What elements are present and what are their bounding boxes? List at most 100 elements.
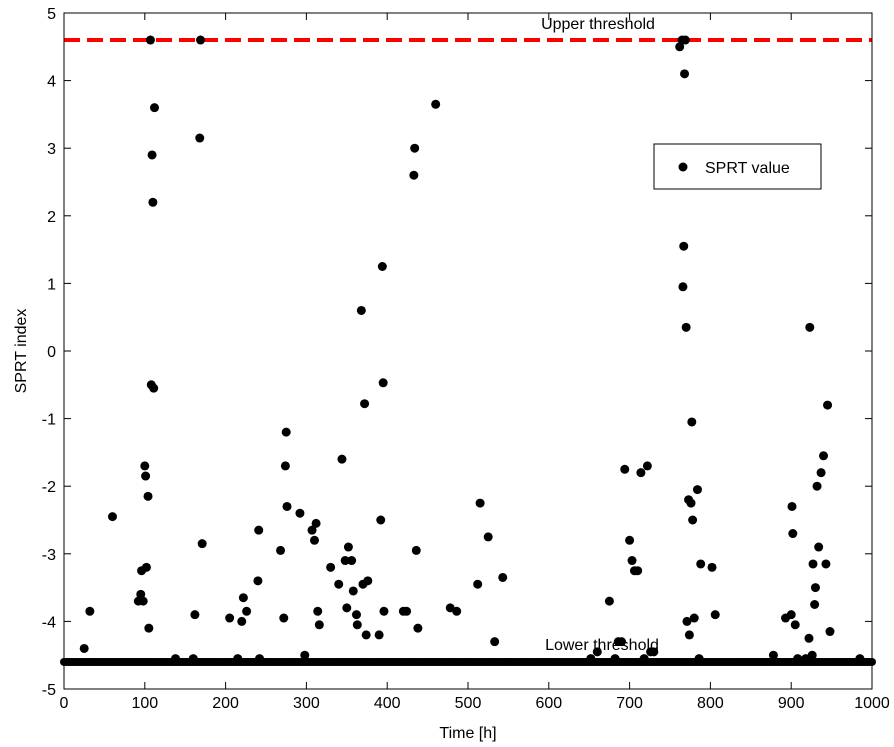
data-point: [253, 576, 263, 586]
legend-entry-sprt-value: SPRT value: [705, 160, 790, 177]
x-axis-title: Time [h]: [439, 725, 496, 742]
data-point: [639, 654, 649, 664]
data-point: [821, 559, 831, 569]
data-point: [149, 383, 159, 393]
data-point: [694, 654, 704, 664]
data-point: [812, 481, 822, 491]
data-point: [679, 241, 689, 251]
tick-labels: 0 100 200 300 400 500 600 700 800 900 1000 -5 -4 -3 -2…: [42, 6, 890, 712]
data-point: [376, 515, 386, 525]
y-tick-label: 2: [47, 209, 56, 226]
data-point: [311, 518, 321, 528]
data-point: [409, 170, 419, 180]
data-point: [147, 150, 157, 160]
data-point: [675, 42, 685, 52]
data-point: [483, 532, 493, 542]
data-point: [148, 197, 158, 207]
data-point: [787, 501, 797, 511]
data-point: [340, 556, 350, 566]
y-tick-label: -3: [42, 547, 56, 564]
y-tick-label: 5: [47, 6, 56, 23]
data-point: [682, 616, 692, 626]
data-point: [281, 427, 291, 437]
data-point: [625, 535, 635, 545]
plot-area: [64, 13, 872, 689]
y-tick-label: -2: [42, 479, 56, 496]
y-tick-label: 4: [47, 74, 56, 91]
data-point: [617, 637, 627, 647]
data-point: [810, 583, 820, 593]
data-point: [377, 262, 387, 271]
data-point: [171, 654, 181, 664]
data-point: [363, 576, 373, 586]
data-point: [768, 650, 778, 660]
data-point: [188, 654, 198, 664]
data-point: [378, 378, 388, 388]
data-point: [610, 654, 620, 664]
y-tick-label: -4: [42, 614, 56, 631]
data-point: [140, 461, 150, 471]
data-point: [790, 620, 800, 630]
data-point: [684, 630, 694, 640]
data-point: [810, 600, 820, 609]
y-tick-label: 3: [47, 141, 56, 158]
data-point: [452, 606, 462, 616]
data-point: [347, 556, 357, 566]
data-point: [689, 613, 699, 623]
data-point: [636, 468, 646, 478]
data-point: [85, 606, 95, 616]
data-point: [279, 613, 289, 623]
data-point: [788, 529, 798, 539]
data-point: [402, 606, 412, 616]
x-tick-label: 900: [778, 695, 805, 712]
data-point: [411, 545, 421, 555]
data-point: [326, 562, 336, 572]
data-point: [255, 654, 265, 664]
plot-background: [64, 13, 872, 689]
data-point: [855, 654, 865, 664]
legend-marker: [678, 162, 688, 172]
y-tick-label: 0: [47, 344, 56, 361]
x-tick-label: 500: [455, 695, 482, 712]
data-point: [141, 471, 151, 481]
data-point: [149, 103, 159, 113]
data-point: [237, 616, 247, 626]
data-point: [360, 399, 370, 409]
data-point: [604, 596, 614, 606]
data-point: [295, 508, 305, 518]
data-point: [413, 623, 423, 633]
data-point: [678, 282, 688, 292]
data-point: [686, 498, 696, 508]
data-point: [592, 647, 602, 657]
x-tick-label: 800: [697, 695, 724, 712]
x-tick-label: 0: [60, 695, 69, 712]
data-point: [145, 35, 155, 45]
data-point: [825, 627, 835, 637]
data-point: [379, 606, 389, 616]
x-tick-label: 200: [212, 695, 239, 712]
x-tick-label: 100: [131, 695, 158, 712]
data-point: [498, 572, 508, 582]
data-point: [225, 613, 235, 623]
data-point: [342, 603, 352, 613]
data-point: [687, 417, 697, 427]
data-point: [79, 643, 89, 653]
data-point: [334, 579, 344, 589]
data-point: [710, 610, 720, 620]
data-point: [473, 579, 483, 589]
data-point: [343, 542, 353, 552]
data-point: [410, 143, 420, 153]
data-point: [141, 562, 151, 572]
data-point: [356, 305, 366, 315]
upper-threshold-label: Upper threshold: [541, 16, 655, 33]
x-tick-label: 400: [374, 695, 401, 712]
data-point: [681, 322, 691, 332]
data-point: [814, 542, 824, 552]
data-point: [805, 322, 815, 332]
data-point: [374, 630, 384, 640]
data-point: [642, 461, 652, 471]
data-point: [309, 535, 319, 545]
data-point: [786, 610, 796, 620]
y-axis-title: SPRT index: [13, 309, 30, 394]
